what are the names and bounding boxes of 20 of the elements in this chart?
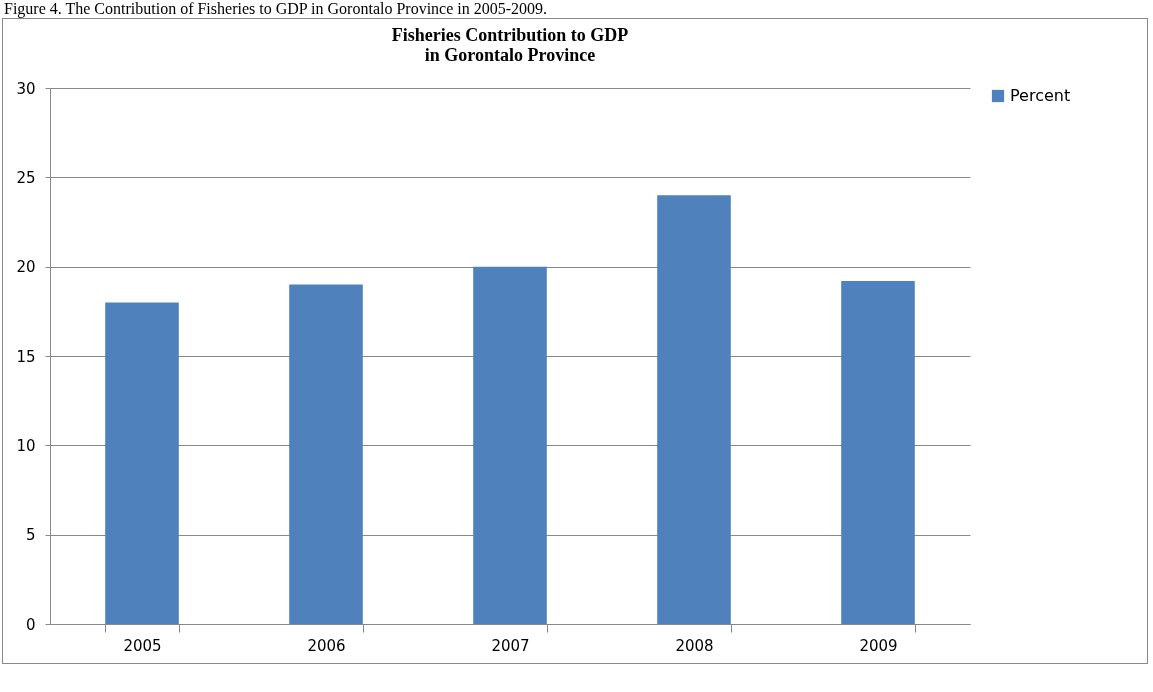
y-tick-label: 10 bbox=[16, 436, 36, 455]
bar bbox=[289, 284, 363, 624]
bar bbox=[657, 195, 731, 624]
bar bbox=[473, 266, 547, 624]
y-tick-label: 20 bbox=[16, 258, 36, 277]
y-tick-label: 15 bbox=[16, 347, 36, 366]
chart-title: Fisheries Contribution to GDP in Gorontalo Province bbox=[391, 25, 629, 65]
x-tick-label: 2008 bbox=[675, 636, 714, 655]
bar bbox=[105, 302, 179, 624]
x-tick-label: 2007 bbox=[491, 636, 530, 655]
y-tick-label: 0 bbox=[25, 615, 36, 634]
y-tick-label: 30 bbox=[16, 79, 36, 98]
legend-label: Percent bbox=[1010, 86, 1071, 105]
x-tick-label: 2006 bbox=[307, 636, 346, 655]
caption: Figure 4. The Contribution of Fisheries to GDP in Gorontalo Province in 2005-2009. bbox=[4, 0, 549, 18]
y-tick-label: 5 bbox=[25, 526, 36, 545]
x-tick-label: 2005 bbox=[123, 636, 162, 655]
bar bbox=[841, 280, 915, 624]
y-tick-label: 25 bbox=[16, 168, 36, 187]
x-tick-label: 2009 bbox=[859, 636, 898, 655]
